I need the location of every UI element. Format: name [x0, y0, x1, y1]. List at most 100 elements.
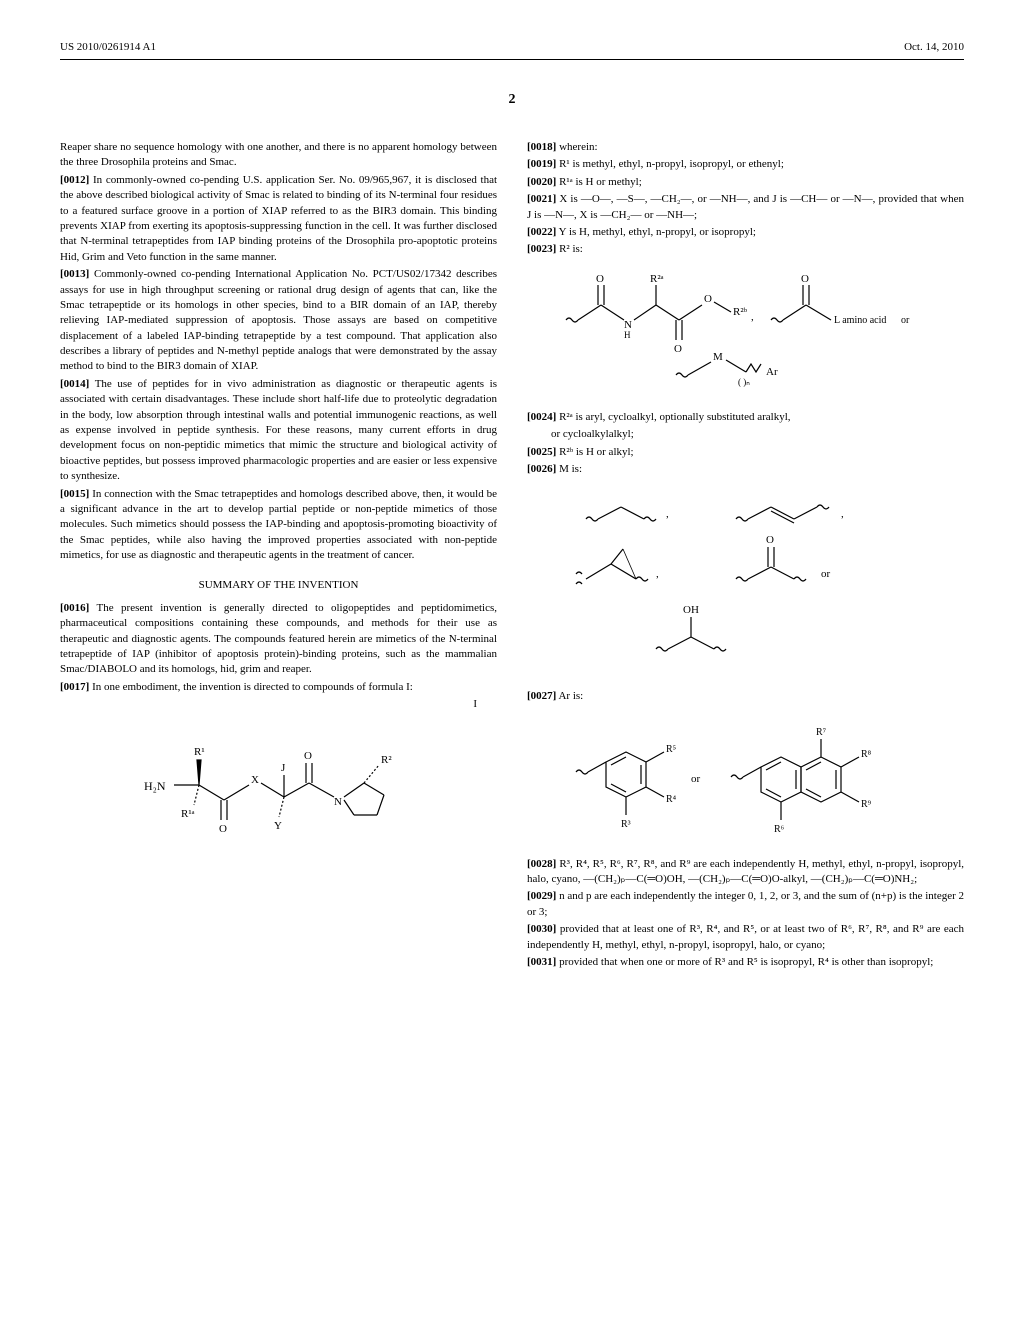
para-30-text: provided that at least one of R³, R⁴, an…: [527, 923, 964, 950]
para-20-text: R¹ᵃ is H or methyl;: [559, 176, 642, 188]
para-27-text: Ar is:: [558, 690, 583, 702]
para-20: [0020] R¹ᵃ is H or methyl;: [527, 175, 964, 190]
svg-text:H: H: [624, 330, 631, 340]
svg-text:R⁸: R⁸: [861, 749, 872, 760]
svg-text:OH: OH: [683, 604, 699, 616]
para-num-23: [0023]: [527, 243, 556, 255]
para-num-21: [0021]: [527, 193, 556, 205]
para-16: [0016] The present invention is generall…: [60, 601, 497, 678]
left-column: Reaper share no sequence homology with o…: [60, 140, 497, 972]
publication-date: Oct. 14, 2010: [904, 40, 964, 55]
para-13-text: Commonly-owned co-pending International …: [60, 268, 497, 372]
svg-text:X: X: [251, 774, 259, 786]
para-14: [0014] The use of peptides for in vivo a…: [60, 377, 497, 485]
svg-text:Y: Y: [274, 820, 282, 832]
svg-text:( )ₙ: ( )ₙ: [738, 377, 750, 387]
para-num-15: [0015]: [60, 488, 89, 500]
para-18: [0018] wherein:: [527, 140, 964, 155]
svg-text:or: or: [691, 773, 701, 785]
para-21: [0021] X is —O—, —S—, —CH₂—, or —NH—, an…: [527, 192, 964, 223]
summary-heading: SUMMARY OF THE INVENTION: [60, 578, 497, 593]
para-27: [0027] Ar is:: [527, 689, 964, 704]
svg-text:,: ,: [841, 508, 844, 520]
svg-text:R⁵: R⁵: [666, 744, 676, 755]
para-17: [0017] In one embodiment, the invention …: [60, 680, 497, 695]
svg-text:or: or: [821, 568, 831, 580]
formula-I-label: I: [60, 697, 497, 712]
para-19: [0019] R¹ is methyl, ethyl, n-propyl, is…: [527, 157, 964, 172]
svg-text:R⁹: R⁹: [861, 799, 872, 810]
para-num-18: [0018]: [527, 141, 556, 153]
svg-text:R⁷: R⁷: [816, 727, 827, 738]
para-24-text: R²ᵃ is aryl, cycloalkyl, optionally subs…: [559, 411, 790, 423]
svg-text:or: or: [901, 315, 910, 326]
para-25-text: R²ᵇ is H or alkyl;: [559, 446, 634, 458]
para-num-12: [0012]: [60, 174, 89, 186]
para-26: [0026] M is:: [527, 462, 964, 477]
para-29: [0029] n and p are each independently th…: [527, 889, 964, 920]
svg-text:R²ᵇ: R²ᵇ: [733, 306, 748, 318]
svg-text:M: M: [713, 351, 723, 363]
svg-text:Ar: Ar: [766, 366, 778, 378]
para-25: [0025] R²ᵇ is H or alkyl;: [527, 445, 964, 460]
svg-text:O: O: [219, 823, 227, 835]
para-24: [0024] R²ᵃ is aryl, cycloalkyl, optional…: [527, 410, 964, 425]
svg-text:L amino acid: L amino acid: [834, 315, 886, 326]
svg-text:R¹ᵃ: R¹ᵃ: [181, 808, 195, 820]
svg-text:O: O: [674, 343, 682, 355]
para-12: [0012] In commonly-owned co-pending U.S.…: [60, 173, 497, 265]
para-num-30: [0030]: [527, 923, 556, 935]
para-num-29: [0029]: [527, 890, 556, 902]
para-num-28: [0028]: [527, 858, 556, 870]
para-num-14: [0014]: [60, 378, 89, 390]
para-21-text: X is —O—, —S—, —CH₂—, or —NH—, and J is …: [527, 193, 964, 220]
para-30: [0030] provided that at least one of R³,…: [527, 922, 964, 953]
para-31: [0031] provided that when one or more of…: [527, 955, 964, 970]
svg-text:N: N: [334, 796, 342, 808]
para-31-text: provided that when one or more of R³ and…: [559, 956, 933, 968]
svg-text:H₂N: H₂N: [144, 779, 166, 793]
para-num-27: [0027]: [527, 690, 556, 702]
para-num-25: [0025]: [527, 446, 556, 458]
svg-text:,: ,: [751, 311, 754, 323]
svg-text:O: O: [801, 273, 809, 285]
para-19-text: R¹ is methyl, ethyl, n-propyl, isopropyl…: [559, 158, 784, 170]
formula-I-svg: H₂N R¹ R¹ᵃ O X: [139, 725, 419, 835]
para-18-text: wherein:: [559, 141, 597, 153]
svg-text:R³: R³: [621, 819, 631, 830]
svg-text:O: O: [596, 273, 604, 285]
para-num-20: [0020]: [527, 176, 556, 188]
para-14-text: The use of peptides for in vivo administ…: [60, 378, 497, 482]
para-num-19: [0019]: [527, 158, 556, 170]
para-28-text: R³, R⁴, R⁵, R⁶, R⁷, R⁸, and R⁹ are each …: [527, 858, 964, 885]
page-number: 2: [60, 90, 964, 110]
svg-text:J: J: [281, 762, 286, 774]
para-num-31: [0031]: [527, 956, 556, 968]
formula-I-structure: H₂N R¹ R¹ᵃ O X: [60, 715, 497, 845]
para-17-text: In one embodiment, the invention is dire…: [92, 681, 413, 693]
para-11-continuation: Reaper share no sequence homology with o…: [60, 140, 497, 171]
svg-text:,: ,: [656, 568, 659, 580]
m-svg: , , ,: [556, 489, 936, 679]
svg-text:R⁶: R⁶: [774, 824, 785, 835]
svg-text:O: O: [766, 534, 774, 546]
page-header: US 2010/0261914 A1 Oct. 14, 2010: [60, 40, 964, 60]
para-num-24: [0024]: [527, 411, 556, 423]
para-24b: or cycloalkylalkyl;: [527, 427, 964, 442]
para-num-26: [0026]: [527, 463, 556, 475]
para-13: [0013] Commonly-owned co-pending Interna…: [60, 267, 497, 375]
para-22: [0022] Y is H, methyl, ethyl, n-propyl, …: [527, 225, 964, 240]
para-22-text: Y is H, methyl, ethyl, n-propyl, or isop…: [559, 226, 756, 238]
ar-svg: R⁵ R⁴ R³ or: [556, 717, 936, 847]
para-num-16: [0016]: [60, 602, 89, 614]
para-26-text: M is:: [559, 463, 582, 475]
para-23: [0023] R² is:: [527, 242, 964, 257]
para-16-text: The present invention is generally direc…: [60, 602, 497, 676]
svg-text:O: O: [304, 750, 312, 762]
right-column: [0018] wherein: [0019] R¹ is methyl, eth…: [527, 140, 964, 972]
para-28: [0028] R³, R⁴, R⁵, R⁶, R⁷, R⁸, and R⁹ ar…: [527, 857, 964, 888]
para-num-13: [0013]: [60, 268, 89, 280]
para-12-text: In commonly-owned co-pending U.S. applic…: [60, 174, 497, 263]
para-15-text: In connection with the Smac tetrapeptide…: [60, 488, 497, 562]
svg-text:,: ,: [666, 508, 669, 520]
